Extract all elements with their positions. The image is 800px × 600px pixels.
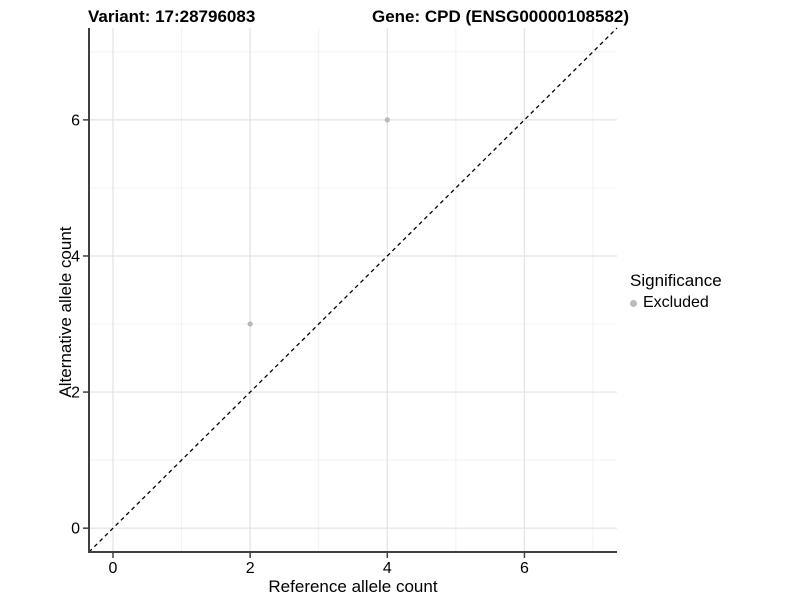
x-tick-label: 6 xyxy=(520,560,529,577)
y-tick-label: 0 xyxy=(71,521,80,538)
x-tick-label: 2 xyxy=(246,560,255,577)
y-tick-label: 6 xyxy=(71,112,80,129)
legend-point-icon xyxy=(630,299,637,307)
y-axis-title: Alternative allele count xyxy=(56,226,75,398)
identity-dashed-line xyxy=(88,27,618,553)
legend-title: Significance xyxy=(630,271,722,290)
legend-item-excluded: Excluded xyxy=(630,294,722,312)
x-tick-label: 0 xyxy=(109,560,118,577)
legend: Significance Excluded xyxy=(630,271,722,312)
x-axis-title: Reference allele count xyxy=(268,577,438,596)
variant-title: Variant: 17:28796083 xyxy=(88,7,256,26)
legend-item-label: Excluded xyxy=(643,294,709,311)
gene-title: Gene: CPD (ENSG00000108582) xyxy=(372,7,630,26)
x-tick-label: 4 xyxy=(383,560,392,577)
data-point xyxy=(384,117,390,123)
data-point xyxy=(247,321,253,327)
y-tick-label: 4 xyxy=(71,248,80,265)
y-tick-label: 2 xyxy=(71,385,80,402)
